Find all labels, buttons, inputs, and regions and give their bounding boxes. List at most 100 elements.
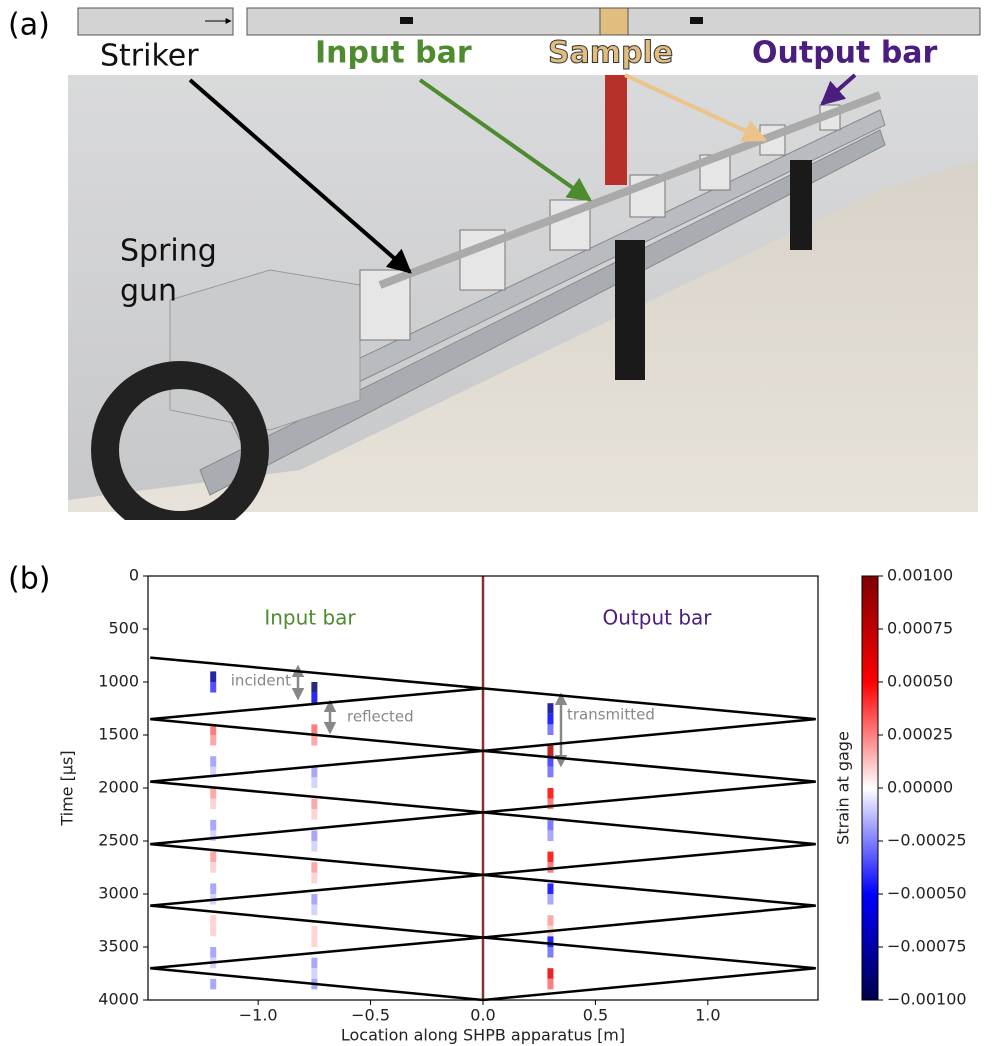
- strain-cell: [311, 692, 318, 704]
- striker-label: Striker: [100, 39, 199, 74]
- strain-cell: [311, 957, 318, 969]
- gage: [690, 17, 703, 24]
- strain-cell: [210, 735, 217, 746]
- colorbar-tick-label: −0.00075: [887, 937, 967, 956]
- strain-cell: [547, 671, 554, 682]
- strain-cell: [311, 819, 318, 831]
- input-pointer: [418, 78, 592, 202]
- strain-cell: [210, 915, 217, 926]
- x-tick-label: 1.0: [695, 1006, 720, 1025]
- strain-cell: [311, 766, 318, 778]
- sample-schematic: [599, 7, 629, 36]
- transmitted-annotation: transmitted: [567, 706, 655, 724]
- strain-cell: [311, 830, 318, 841]
- strain-cell: [547, 692, 554, 704]
- wave-line: [150, 656, 484, 1002]
- strain-cell: [547, 851, 554, 863]
- strain-cell: [311, 703, 318, 714]
- strain-cell: [311, 851, 318, 863]
- strain-cell: [311, 809, 318, 820]
- strain-cell: [547, 713, 554, 725]
- y-tick-label: 1000: [98, 672, 139, 691]
- y-tick-label: 4000: [98, 990, 139, 1009]
- strain-cell: [311, 989, 318, 1000]
- strain-cell: [547, 766, 554, 778]
- strain-cell: [547, 841, 554, 852]
- strain-cell: [547, 936, 554, 947]
- photo-floor: [68, 160, 978, 512]
- strain-cell: [311, 660, 318, 672]
- strain-cell: [311, 745, 318, 757]
- strain-cell: [547, 682, 554, 693]
- strain-cell: [311, 936, 318, 947]
- colorbar: [861, 575, 879, 1001]
- panel-a: (a) Striker Input bar Sample Output ba: [8, 7, 981, 520]
- wave-line: [482, 687, 816, 1002]
- colorbar-label: Strain at gage: [834, 731, 853, 845]
- y-tick-label: 2000: [98, 778, 139, 797]
- strain-cell: [547, 819, 554, 831]
- strain-cell: [210, 682, 217, 693]
- photo-spring-gun: [169, 269, 361, 431]
- strain-cell: [311, 735, 318, 746]
- output-bar-label: Output bar: [752, 36, 938, 71]
- strain-cell: [210, 671, 217, 682]
- photo-extinguisher: [605, 75, 627, 185]
- reflected-annotation: reflected: [347, 708, 414, 726]
- panel-label: (a): [8, 8, 50, 43]
- x-tick-label: −1.0: [239, 1006, 278, 1025]
- strain-cell: [547, 894, 554, 905]
- strain-cell: [547, 724, 554, 735]
- strain-cell: [210, 777, 217, 788]
- y-tick-label: 2500: [98, 831, 139, 850]
- strain-cell: [311, 841, 318, 852]
- panel-label: (b): [8, 562, 50, 597]
- strain-cell: [547, 735, 554, 746]
- panel-b: (b) 0 500 1000 1500 2000 2500 3000 3500 4000 −1.0…: [8, 562, 967, 1045]
- strain-cell: [547, 788, 554, 799]
- strain-cell: [311, 671, 318, 682]
- strain-cell: [210, 745, 217, 757]
- strain-cell: [311, 883, 318, 894]
- strain-cell: [210, 798, 217, 810]
- strain-cell: [210, 809, 217, 820]
- photo-beam: [199, 129, 886, 496]
- colorbar-tick-label: 0.00000: [887, 778, 953, 797]
- strain-cell: [311, 788, 318, 799]
- strain-cell: [210, 841, 217, 852]
- sample-label: Sample: [548, 36, 673, 71]
- strain-cell: [311, 862, 318, 873]
- strain-cell: [311, 894, 318, 905]
- strain-cell: [210, 724, 217, 735]
- strain-cell: [210, 925, 217, 937]
- strain-cell: [547, 883, 554, 894]
- strain-cell: [311, 968, 318, 979]
- strain-cell: [210, 904, 217, 916]
- y-tick-label: 500: [108, 619, 139, 638]
- sample-pointer: [624, 73, 768, 142]
- strain-cell: [547, 756, 554, 767]
- strain-cell: [547, 809, 554, 820]
- input-bar-schematic: [246, 7, 601, 36]
- strain-cell: [210, 936, 217, 947]
- strain-cell: [311, 682, 318, 693]
- strain-cell: [547, 703, 554, 714]
- strain-cell: [210, 788, 217, 799]
- strain-cell: [311, 777, 318, 788]
- strain-cell: [547, 745, 554, 757]
- y-tick-label: 0: [129, 566, 139, 585]
- striker-pointer: [188, 78, 412, 274]
- photo-leg: [790, 160, 812, 250]
- incident-annotation: incident: [231, 672, 291, 690]
- strain-cell: [547, 777, 554, 788]
- y-axis-label: Time [μs]: [58, 750, 77, 826]
- strain-cell: [210, 947, 217, 958]
- strain-cell: [547, 904, 554, 916]
- input-bar-label: Input bar: [315, 36, 472, 71]
- colorbar-tick-label: 0.00075: [887, 619, 953, 638]
- strain-cell: [547, 968, 554, 979]
- strain-cell: [311, 872, 318, 884]
- input-bar-annotation: Input bar: [264, 606, 356, 630]
- strain-cell: [547, 957, 554, 969]
